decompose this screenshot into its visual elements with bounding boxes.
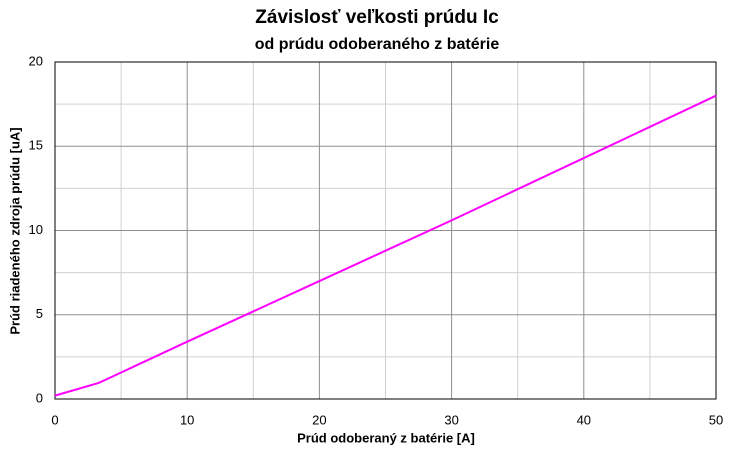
x-axis-label: Prúd odoberaný z batérie [A] xyxy=(297,430,475,445)
y-tick-label: 15 xyxy=(29,138,43,153)
x-tick-label: 40 xyxy=(577,412,591,427)
data-line xyxy=(54,94,717,397)
x-tick-label: 10 xyxy=(180,412,194,427)
x-tick-label: 20 xyxy=(312,412,326,427)
y-tick-label: 5 xyxy=(36,306,43,321)
x-tick-label: 0 xyxy=(51,412,58,427)
x-tick-label: 30 xyxy=(444,412,458,427)
chart-title: Závislosť veľkosti prúdu Ic xyxy=(255,7,499,28)
x-tick-label: 50 xyxy=(709,412,723,427)
y-tick-label: 0 xyxy=(36,390,43,405)
y-axis-label: Prúd riadeného zdroja prúdu [uA] xyxy=(7,127,22,334)
plot-border xyxy=(54,61,717,400)
chart-subtitle: od prúdu odoberaného z batérie xyxy=(255,36,500,53)
y-tick-label: 10 xyxy=(29,222,43,237)
y-tick-label: 20 xyxy=(29,53,43,68)
